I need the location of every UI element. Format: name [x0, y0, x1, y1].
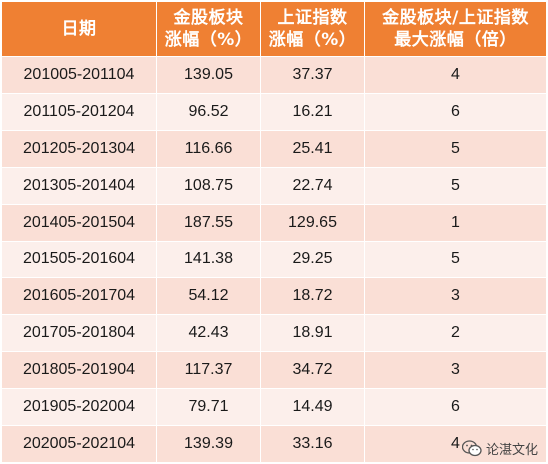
cell-sh: 33.16 [260, 425, 365, 463]
cell-sh: 29.25 [260, 240, 365, 279]
header-date: 日期 [1, 1, 157, 57]
header-date-label: 日期 [61, 19, 97, 39]
header-sh-line1: 上证指数 [277, 8, 348, 28]
header-row: 日期 金股板块 涨幅（%） 上证指数 涨幅（%） 金股板块/上证指数 最大涨幅（… [1, 1, 547, 57]
cell-period: 201405-201504 [1, 203, 157, 242]
cell-ratio: 3 [364, 351, 547, 390]
cell-period: 201305-201404 [1, 166, 157, 205]
cell-ratio: 5 [364, 166, 547, 205]
cell-gold: 141.38 [156, 240, 261, 279]
cell-period: 201805-201904 [1, 351, 157, 390]
cell-ratio: 4 [364, 425, 547, 463]
header-gold-line1: 金股板块 [173, 8, 244, 28]
cell-sh: 18.91 [260, 314, 365, 353]
cell-period: 201705-201804 [1, 314, 157, 353]
cell-ratio: 4 [364, 56, 547, 94]
header-gold-line2: 涨幅（%） [164, 30, 253, 50]
cell-gold: 117.37 [156, 351, 261, 390]
cell-gold: 187.55 [156, 203, 261, 242]
cell-ratio: 1 [364, 203, 547, 242]
cell-gold: 96.52 [156, 92, 261, 131]
cell-sh: 129.65 [260, 203, 365, 242]
cell-sh: 16.21 [260, 92, 365, 131]
table-row: 201505-201604 141.38 29.25 5 [1, 240, 547, 279]
cell-period: 201505-201604 [1, 240, 157, 279]
cell-ratio: 6 [364, 92, 547, 131]
cell-ratio: 5 [364, 240, 547, 279]
cell-sh: 37.37 [260, 56, 365, 94]
header-ratio-line2: 最大涨幅（倍） [394, 30, 517, 50]
table-row: 201305-201404 108.75 22.74 5 [1, 166, 547, 205]
table-row: 201905-202004 79.71 14.49 6 [1, 388, 547, 427]
cell-gold: 108.75 [156, 166, 261, 205]
header-gold-change: 金股板块 涨幅（%） [156, 1, 261, 57]
cell-gold: 54.12 [156, 277, 261, 316]
cell-ratio: 3 [364, 277, 547, 316]
table-row: 201705-201804 42.43 18.91 2 [1, 314, 547, 353]
cell-period: 201005-201104 [1, 56, 157, 94]
table-row: 201105-201204 96.52 16.21 6 [1, 92, 547, 131]
table-row: 201405-201504 187.55 129.65 1 [1, 203, 547, 242]
cell-sh: 14.49 [260, 388, 365, 427]
table-row: 201005-201104 139.05 37.37 4 [1, 56, 547, 94]
cell-period: 201105-201204 [1, 92, 157, 131]
cell-period: 201605-201704 [1, 277, 157, 316]
cell-sh: 34.72 [260, 351, 365, 390]
cell-sh: 22.74 [260, 166, 365, 205]
cell-ratio: 6 [364, 388, 547, 427]
cell-gold: 79.71 [156, 388, 261, 427]
table-row: 201805-201904 117.37 34.72 3 [1, 351, 547, 390]
cell-period: 201905-202004 [1, 388, 157, 427]
cell-period: 201205-201304 [1, 129, 157, 168]
cell-period: 202005-202104 [1, 425, 157, 463]
cell-gold: 42.43 [156, 314, 261, 353]
table-header: 日期 金股板块 涨幅（%） 上证指数 涨幅（%） 金股板块/上证指数 最大涨幅（… [1, 1, 547, 57]
cell-ratio: 2 [364, 314, 547, 353]
cell-ratio: 5 [364, 129, 547, 168]
header-ratio-line1: 金股板块/上证指数 [382, 8, 529, 28]
cell-sh: 18.72 [260, 277, 365, 316]
header-ratio: 金股板块/上证指数 最大涨幅（倍） [364, 1, 547, 57]
header-sh-change: 上证指数 涨幅（%） [260, 1, 365, 57]
table-row: 201205-201304 116.66 25.41 5 [1, 129, 547, 168]
cell-sh: 25.41 [260, 129, 365, 168]
cell-gold: 139.39 [156, 425, 261, 463]
table-row: 202005-202104 139.39 33.16 4 [1, 425, 547, 463]
table-row: 201605-201704 54.12 18.72 3 [1, 277, 547, 316]
cell-gold: 139.05 [156, 56, 261, 94]
header-sh-line2: 涨幅（%） [268, 30, 357, 50]
cell-gold: 116.66 [156, 129, 261, 168]
table-body: 201005-201104 139.05 37.37 4 201105-2012… [1, 56, 547, 463]
